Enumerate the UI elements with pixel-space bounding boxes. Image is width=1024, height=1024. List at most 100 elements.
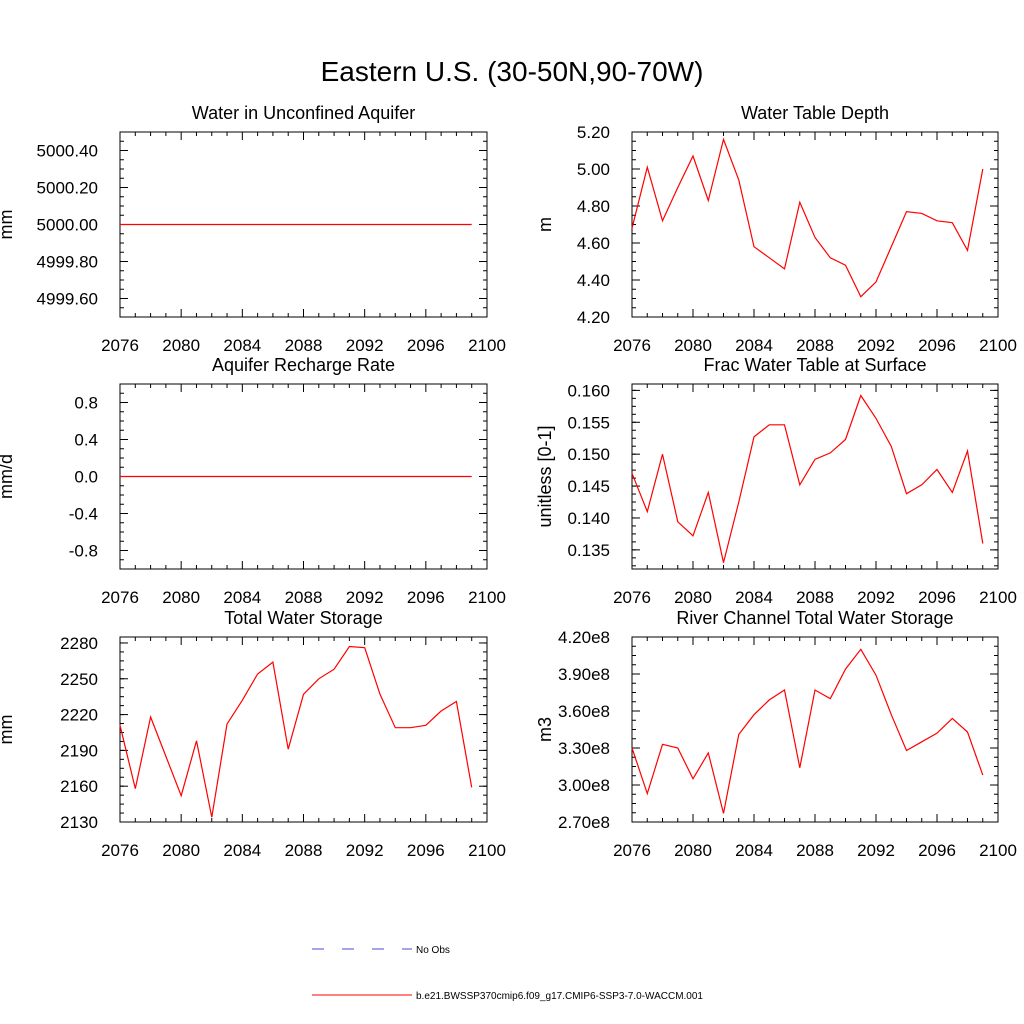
- y-tick-label: 3.60e8: [558, 702, 610, 721]
- y-tick-label: 2160: [60, 777, 98, 796]
- series-line: [631, 137, 984, 298]
- x-tick-label: 2088: [285, 588, 323, 607]
- x-tick-label: 2084: [223, 336, 261, 355]
- x-tick-label: 2080: [162, 841, 200, 860]
- x-tick-label: 2076: [613, 336, 651, 355]
- y-axis-label: mm/d: [0, 454, 16, 499]
- x-tick-label: 2084: [735, 588, 773, 607]
- x-tick-label: 2096: [918, 841, 956, 860]
- plot-frame: [631, 383, 999, 570]
- x-tick-label: 2084: [223, 588, 261, 607]
- x-tick-label: 2100: [979, 588, 1017, 607]
- x-tick-label: 2096: [918, 336, 956, 355]
- panel-2: Water Table Depth 2076 2080 2084 2088 2092 209…: [535, 103, 1017, 355]
- y-tick-label: 4.20: [577, 308, 610, 327]
- y-tick-label: 4.20e8: [558, 628, 610, 647]
- x-tick-label: 2088: [285, 841, 323, 860]
- panel-title: Frac Water Table at Surface: [703, 355, 926, 375]
- y-tick-label: 2130: [60, 813, 98, 832]
- y-tick-label: 2250: [60, 670, 98, 689]
- x-tick-label: 2076: [613, 841, 651, 860]
- y-tick-label: 4.60: [577, 234, 610, 253]
- y-tick-label: 0.160: [567, 381, 610, 400]
- y-tick-label: 0.145: [567, 477, 610, 496]
- panel-title: Total Water Storage: [224, 608, 382, 628]
- x-tick-label: 2080: [674, 588, 712, 607]
- x-tick-label: 2088: [796, 588, 834, 607]
- y-tick-label: 5000.40: [37, 142, 98, 161]
- x-tick-label: 2080: [162, 588, 200, 607]
- y-tick-label: 4.40: [577, 271, 610, 290]
- x-tick-label: 2080: [674, 841, 712, 860]
- panel-1: Water in Unconfined Aquifer 2076 2080 2084 2…: [0, 103, 506, 355]
- x-tick-label: 2092: [346, 841, 384, 860]
- y-tick-label: 0.150: [567, 445, 610, 464]
- y-tick-label: 5.00: [577, 160, 610, 179]
- x-tick-label: 2092: [857, 588, 895, 607]
- y-tick-label: 4999.80: [37, 253, 98, 272]
- x-tick-label: 2100: [468, 588, 506, 607]
- plot-frame: [631, 636, 999, 823]
- x-tick-label: 2084: [735, 336, 773, 355]
- y-tick-label: 4999.60: [37, 290, 98, 309]
- x-tick-label: 2092: [857, 841, 895, 860]
- x-tick-label: 2092: [346, 588, 384, 607]
- figure-title: Eastern U.S. (30-50N,90-70W): [320, 56, 704, 87]
- y-axis-label: unitless [0-1]: [535, 425, 555, 527]
- y-axis-label: m3: [535, 717, 555, 742]
- plot-frame: [631, 131, 999, 318]
- x-tick-label: 2080: [162, 336, 200, 355]
- y-tick-label: 2220: [60, 706, 98, 725]
- x-tick-label: 2076: [101, 841, 139, 860]
- series-line: [631, 648, 984, 814]
- x-tick-label: 2084: [735, 841, 773, 860]
- y-tick-label: 2.70e8: [558, 813, 610, 832]
- series-line: [119, 645, 473, 818]
- y-tick-label: 3.00e8: [558, 776, 610, 795]
- x-tick-label: 2096: [407, 588, 445, 607]
- panel-5: Total Water Storage 2076 2080 2084 2088 2092 2…: [0, 608, 506, 860]
- y-tick-label: 0.0: [74, 468, 98, 487]
- legend: No Obs b.e21.BWSSP370cmip6.f09_g17.CMIP6-…: [312, 945, 703, 1002]
- x-tick-label: 2076: [613, 588, 651, 607]
- y-tick-label: 0.135: [567, 541, 610, 560]
- x-tick-label: 2080: [674, 336, 712, 355]
- panel-6: River Channel Total Water Storage 2076 208…: [535, 608, 1017, 860]
- y-tick-label: 3.30e8: [558, 739, 610, 758]
- x-tick-label: 2100: [468, 841, 506, 860]
- x-tick-label: 2088: [796, 841, 834, 860]
- x-tick-label: 2084: [223, 841, 261, 860]
- x-tick-label: 2096: [918, 588, 956, 607]
- panel-4: Frac Water Table at Surface 2076 2080 2084 2…: [535, 355, 1017, 607]
- plot-frame: [119, 636, 488, 823]
- y-tick-label: 5.20: [577, 123, 610, 142]
- legend-model-label: b.e21.BWSSP370cmip6.f09_g17.CMIP6-SSP3-7…: [416, 991, 703, 1002]
- panel-title: Aquifer Recharge Rate: [212, 355, 395, 375]
- panel-title: Water Table Depth: [741, 103, 889, 123]
- y-tick-label: 3.90e8: [558, 665, 610, 684]
- panel-title: Water in Unconfined Aquifer: [192, 103, 415, 123]
- x-tick-label: 2076: [101, 588, 139, 607]
- y-tick-label: -0.8: [69, 542, 98, 561]
- x-tick-label: 2092: [346, 336, 384, 355]
- y-axis-label: mm: [0, 210, 16, 240]
- y-tick-label: 0.8: [74, 394, 98, 413]
- y-tick-label: 2280: [60, 634, 98, 653]
- y-tick-label: 5000.20: [37, 179, 98, 198]
- panel-title: River Channel Total Water Storage: [676, 608, 953, 628]
- y-tick-label: 0.4: [74, 431, 98, 450]
- x-tick-label: 2088: [796, 336, 834, 355]
- y-axis-label: m: [535, 217, 555, 232]
- x-tick-label: 2100: [468, 336, 506, 355]
- y-tick-label: 0.155: [567, 413, 610, 432]
- x-tick-label: 2100: [979, 841, 1017, 860]
- y-tick-label: 4.80: [577, 197, 610, 216]
- y-tick-label: 5000.00: [37, 216, 98, 235]
- y-tick-label: 0.140: [567, 509, 610, 528]
- x-tick-label: 2096: [407, 841, 445, 860]
- y-tick-label: 2190: [60, 741, 98, 760]
- y-axis-label: mm: [0, 715, 16, 745]
- x-tick-label: 2076: [101, 336, 139, 355]
- x-tick-label: 2092: [857, 336, 895, 355]
